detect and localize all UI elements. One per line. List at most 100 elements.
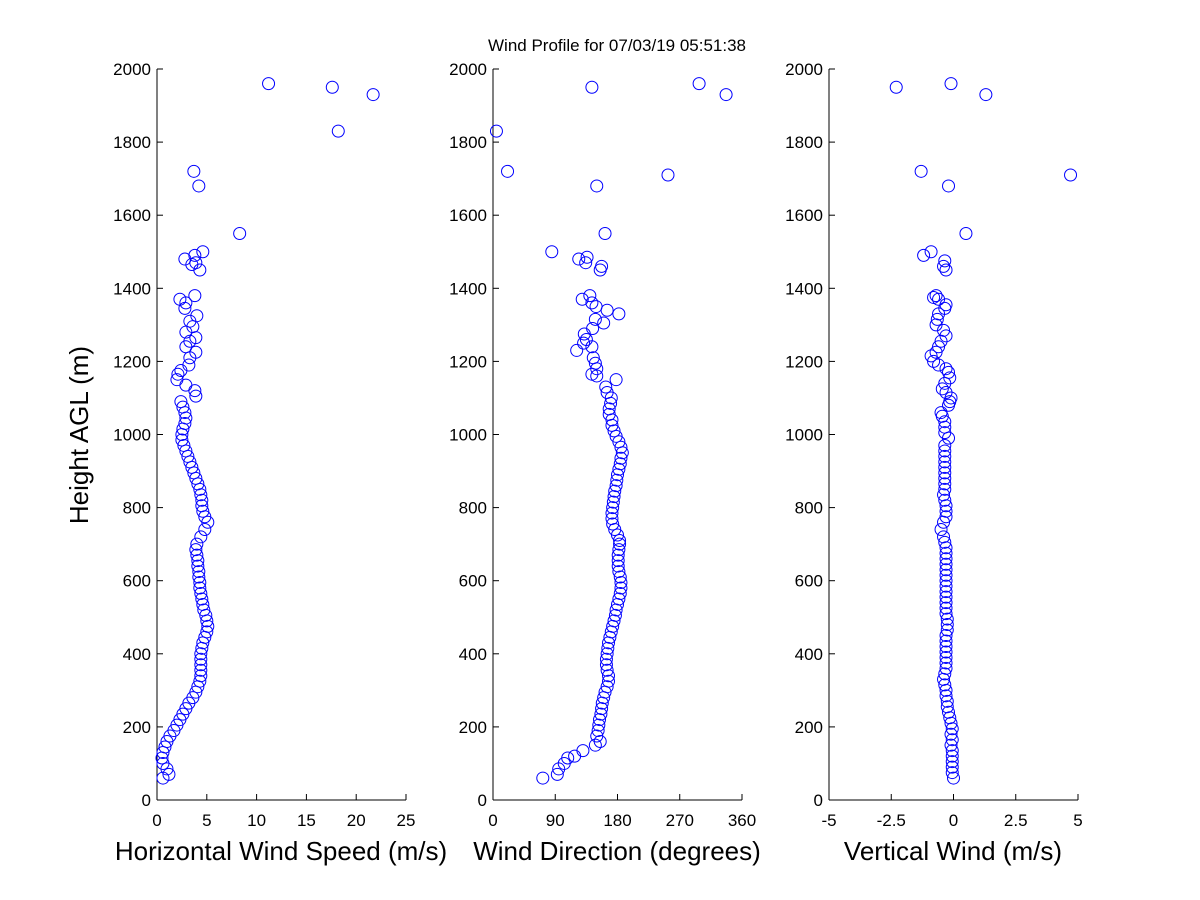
- y-tick-label-vertical-wind: 800: [795, 499, 823, 518]
- data-point-horizontal-speed: [366, 88, 380, 102]
- data-point-direction: [585, 296, 599, 310]
- data-point-vertical-wind: [939, 552, 953, 566]
- data-point-horizontal-speed: [178, 252, 192, 266]
- data-point-direction: [536, 771, 550, 785]
- data-point-vertical-wind: [939, 585, 953, 599]
- data-point-horizontal-speed: [200, 625, 214, 639]
- data-point-vertical-wind: [945, 749, 959, 763]
- data-point-direction: [593, 713, 607, 727]
- data-point-direction: [614, 576, 628, 590]
- data-point-vertical-wind: [938, 466, 952, 480]
- data-point-direction: [611, 548, 625, 562]
- data-point-direction: [489, 124, 503, 138]
- data-point-vertical-wind: [939, 546, 953, 560]
- data-point-vertical-wind: [938, 426, 952, 440]
- data-point-vertical-wind: [937, 488, 951, 502]
- wind-direction-panel: 0 200 400 600 800 1000 1200 1400 1600 1800 2000 0 90…: [449, 60, 756, 830]
- y-tick-label-direction: 2000: [449, 60, 487, 79]
- x-tick-label-horizontal-speed: 15: [297, 811, 316, 830]
- data-point-vertical-wind: [914, 164, 928, 178]
- x-tick-label-horizontal-speed: 20: [347, 811, 366, 830]
- data-point-direction: [592, 718, 606, 732]
- data-point-vertical-wind: [939, 645, 953, 659]
- figure-title: Wind Profile for 07/03/19 05:51:38: [488, 36, 746, 55]
- y-tick-label-direction: 1000: [449, 426, 487, 445]
- data-point-direction: [599, 380, 613, 394]
- data-point-direction: [612, 307, 626, 321]
- data-point-horizontal-speed: [192, 565, 206, 579]
- data-point-direction: [606, 495, 620, 509]
- data-point-direction: [588, 356, 602, 370]
- data-point-direction: [602, 669, 616, 683]
- y-tick-label-direction: 200: [459, 718, 487, 737]
- data-point-horizontal-speed: [189, 345, 203, 359]
- data-point-vertical-wind: [938, 449, 952, 463]
- data-point-vertical-wind: [939, 579, 953, 593]
- data-point-direction: [612, 462, 626, 476]
- x-tick-label-vertical-wind: -5: [821, 811, 836, 830]
- x-tick-label-vertical-wind: -2.5: [877, 811, 906, 830]
- data-point-direction: [575, 292, 589, 306]
- x-tick-label-vertical-wind: 2.5: [1004, 811, 1028, 830]
- x-tick-label-vertical-wind: 0: [949, 811, 958, 830]
- data-point-horizontal-speed: [195, 493, 209, 507]
- data-point-horizontal-speed: [158, 740, 172, 754]
- data-point-vertical-wind: [930, 312, 944, 326]
- data-point-horizontal-speed: [198, 523, 212, 537]
- data-point-horizontal-speed: [233, 226, 247, 240]
- y-tick-label-vertical-wind: 1200: [785, 352, 823, 371]
- data-point-vertical-wind: [938, 254, 952, 268]
- data-point-vertical-wind: [938, 667, 952, 681]
- data-point-horizontal-speed: [170, 373, 184, 387]
- data-point-vertical-wind: [938, 678, 952, 692]
- data-point-direction: [595, 259, 609, 273]
- data-point-vertical-wind: [945, 733, 959, 747]
- x-tick-label-direction: 0: [488, 811, 497, 830]
- data-point-horizontal-speed: [192, 570, 206, 584]
- data-point-vertical-wind: [940, 612, 954, 626]
- data-point-direction: [597, 316, 611, 330]
- x-tick-label-horizontal-speed: 5: [202, 811, 211, 830]
- data-point-direction: [614, 440, 628, 454]
- data-point-horizontal-speed: [190, 537, 204, 551]
- data-point-direction: [595, 702, 609, 716]
- data-point-vertical-wind: [938, 420, 952, 434]
- data-point-vertical-wind: [939, 590, 953, 604]
- data-point-horizontal-speed: [194, 652, 208, 666]
- x-axis-label-vertical-wind: Vertical Wind (m/s): [844, 836, 1062, 866]
- data-point-horizontal-speed: [325, 80, 339, 94]
- data-point-vertical-wind: [939, 661, 953, 675]
- data-point-direction: [585, 80, 599, 94]
- data-point-direction: [602, 402, 616, 416]
- data-point-vertical-wind: [945, 766, 959, 780]
- data-point-horizontal-speed: [194, 663, 208, 677]
- data-point-vertical-wind: [939, 650, 953, 664]
- data-point-direction: [613, 570, 627, 584]
- data-point-vertical-wind: [938, 455, 952, 469]
- data-point-horizontal-speed: [197, 603, 211, 617]
- data-point-horizontal-speed: [331, 124, 345, 138]
- data-point-vertical-wind: [937, 530, 951, 544]
- data-point-direction: [609, 479, 623, 493]
- data-point-vertical-wind: [939, 557, 953, 571]
- data-point-horizontal-speed: [196, 245, 210, 259]
- data-point-direction: [608, 484, 622, 498]
- y-tick-label-vertical-wind: 600: [795, 572, 823, 591]
- data-point-vertical-wind: [938, 444, 952, 458]
- data-point-direction: [572, 252, 586, 266]
- data-point-horizontal-speed: [156, 756, 170, 770]
- data-point-horizontal-speed: [176, 400, 190, 414]
- data-point-horizontal-speed: [173, 292, 187, 306]
- data-point-direction: [607, 614, 621, 628]
- x-tick-label-horizontal-speed: 0: [152, 811, 161, 830]
- data-point-horizontal-speed: [171, 367, 185, 381]
- data-point-vertical-wind: [938, 438, 952, 452]
- y-axis-label-height: Height AGL (m): [64, 346, 94, 524]
- data-point-horizontal-speed: [177, 438, 191, 452]
- data-point-horizontal-speed: [193, 581, 207, 595]
- data-point-horizontal-speed: [194, 658, 208, 672]
- data-point-vertical-wind: [939, 601, 953, 615]
- data-point-direction: [613, 533, 627, 547]
- data-point-direction: [600, 680, 614, 694]
- data-point-vertical-wind: [934, 406, 948, 420]
